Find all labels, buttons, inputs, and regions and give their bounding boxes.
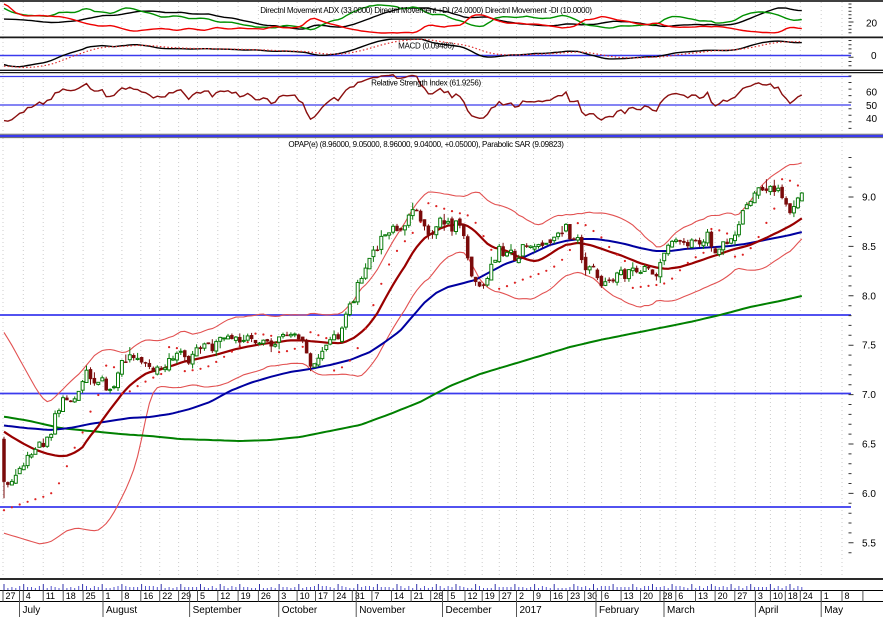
svg-text:Relative Strength Index (61.92: Relative Strength Index (61.9256) [371, 79, 481, 88]
svg-text:May: May [824, 605, 843, 616]
svg-text:5.5: 5.5 [862, 538, 876, 549]
svg-text:8.0: 8.0 [862, 291, 876, 302]
svg-text:29: 29 [181, 591, 191, 601]
svg-text:25: 25 [86, 591, 96, 601]
svg-text:9.0: 9.0 [862, 193, 876, 204]
svg-text:22: 22 [162, 591, 172, 601]
svg-text:31: 31 [355, 591, 365, 601]
svg-text:6: 6 [604, 591, 609, 601]
svg-text:16: 16 [553, 591, 563, 601]
svg-text:23: 23 [570, 591, 580, 601]
svg-text:27: 27 [6, 591, 16, 601]
svg-text:14: 14 [394, 591, 404, 601]
svg-text:December: December [446, 605, 493, 616]
svg-text:24: 24 [336, 591, 346, 601]
svg-text:3: 3 [758, 591, 763, 601]
svg-text:12: 12 [468, 591, 478, 601]
svg-text:21: 21 [414, 591, 424, 601]
svg-text:27: 27 [502, 591, 512, 601]
svg-text:24: 24 [803, 591, 813, 601]
svg-text:November: November [359, 605, 406, 616]
svg-text:April: April [758, 605, 778, 616]
svg-text:MACD (0.09486): MACD (0.09486) [398, 42, 454, 51]
svg-text:7.5: 7.5 [862, 341, 876, 352]
svg-text:6.0: 6.0 [862, 489, 876, 500]
svg-text:26: 26 [261, 591, 271, 601]
svg-text:13: 13 [624, 591, 634, 601]
svg-text:8: 8 [845, 591, 850, 601]
svg-text:11: 11 [46, 591, 55, 601]
svg-text:0: 0 [871, 51, 877, 62]
svg-text:20: 20 [718, 591, 728, 601]
svg-text:3: 3 [281, 591, 286, 601]
svg-text:4: 4 [26, 591, 31, 601]
svg-text:19: 19 [241, 591, 251, 601]
svg-text:20: 20 [866, 19, 878, 30]
svg-text:12: 12 [220, 591, 230, 601]
svg-text:50: 50 [866, 101, 878, 112]
svg-text:40: 40 [866, 114, 878, 125]
svg-text:13: 13 [698, 591, 708, 601]
svg-text:8: 8 [124, 591, 129, 601]
svg-text:OPAP(e) (8.96000, 9.05000, 8.9: OPAP(e) (8.96000, 9.05000, 8.96000, 9.04… [288, 140, 564, 149]
svg-text:28: 28 [433, 591, 443, 601]
svg-text:2: 2 [519, 591, 524, 601]
svg-text:Directnl Movement ADX (33.0000: Directnl Movement ADX (33.0000) Directnl… [260, 6, 592, 15]
svg-text:6: 6 [678, 591, 683, 601]
svg-text:September: September [193, 605, 243, 616]
svg-text:October: October [282, 605, 318, 616]
svg-text:8.5: 8.5 [862, 242, 876, 253]
svg-text:July: July [23, 605, 41, 616]
svg-text:30: 30 [587, 591, 597, 601]
svg-text:7.0: 7.0 [862, 390, 876, 401]
svg-text:18: 18 [788, 591, 798, 601]
svg-text:2017: 2017 [520, 605, 543, 616]
svg-text:20: 20 [643, 591, 653, 601]
svg-text:6.5: 6.5 [862, 440, 876, 451]
svg-text:5: 5 [200, 591, 205, 601]
svg-text:17: 17 [318, 591, 328, 601]
svg-text:16: 16 [143, 591, 153, 601]
svg-text:10: 10 [300, 591, 310, 601]
svg-text:February: February [599, 605, 639, 616]
svg-text:1: 1 [824, 591, 829, 601]
svg-text:10: 10 [773, 591, 783, 601]
svg-text:March: March [667, 605, 695, 616]
svg-text:28: 28 [663, 591, 673, 601]
svg-text:27: 27 [737, 591, 747, 601]
svg-text:60: 60 [866, 88, 878, 99]
svg-text:9: 9 [536, 591, 541, 601]
svg-text:5: 5 [450, 591, 455, 601]
svg-text:1: 1 [106, 591, 111, 601]
svg-text:18: 18 [66, 591, 76, 601]
svg-text:7: 7 [374, 591, 379, 601]
svg-text:19: 19 [485, 591, 495, 601]
svg-text:August: August [106, 605, 137, 616]
